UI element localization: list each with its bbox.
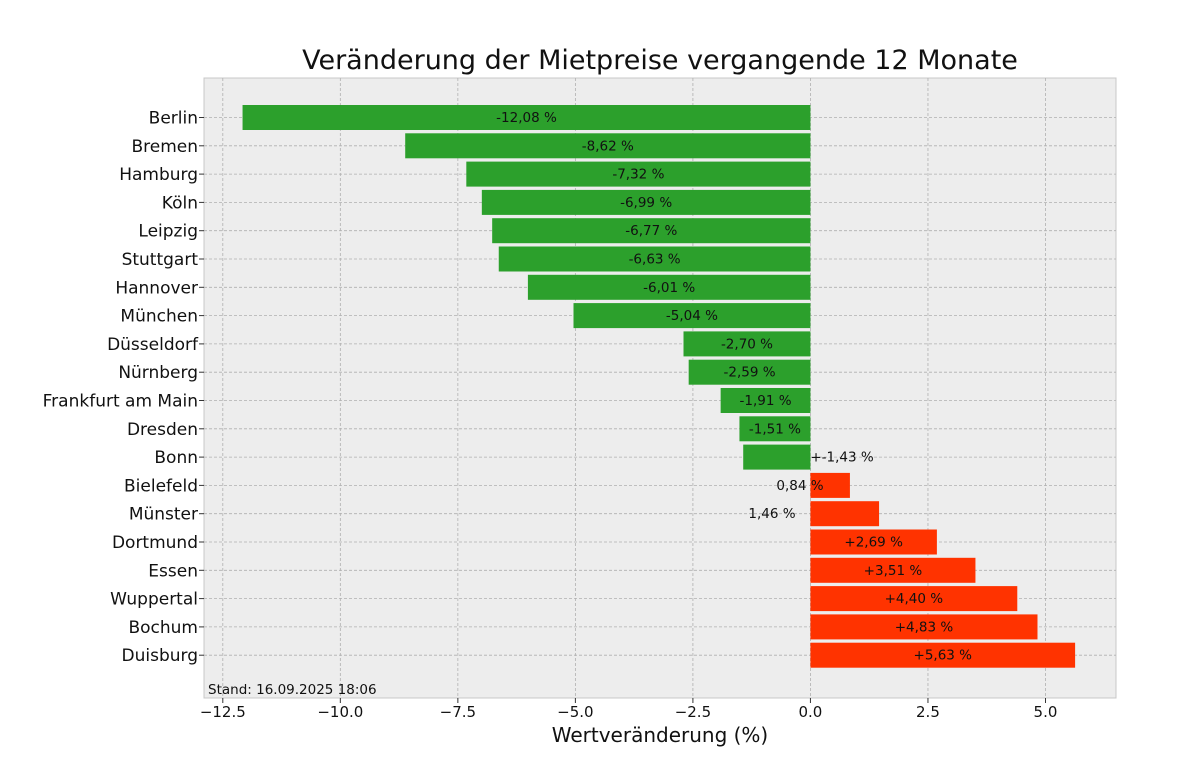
- bar: [498, 246, 811, 272]
- data-label: -1,51 %: [749, 421, 801, 437]
- data-label: 0,84 %: [776, 478, 823, 494]
- y-category-label: Dresden: [127, 420, 198, 440]
- data-label: -8,62 %: [582, 138, 634, 154]
- x-tick-label: 0.0: [799, 703, 823, 721]
- data-label: -5,04 %: [666, 308, 718, 324]
- y-category-label: München: [120, 307, 198, 327]
- data-label: +-1,43 %: [810, 450, 874, 466]
- data-label: -12,08 %: [496, 110, 557, 126]
- x-axis-ticks: −12.5 −10.0 −7.5 −5.0 −2.5 0.0 2.5 5.0: [200, 698, 1058, 721]
- data-label: +4,83 %: [895, 619, 954, 635]
- data-label: -6,01 %: [643, 280, 695, 296]
- bar: [688, 359, 811, 385]
- y-category-label: Köln: [162, 193, 198, 213]
- bar: [527, 274, 811, 300]
- bar: [739, 416, 811, 442]
- y-category-label: Dortmund: [112, 533, 198, 553]
- bar: [720, 388, 811, 413]
- bar: [810, 642, 1076, 668]
- data-label: -2,70 %: [721, 336, 773, 352]
- bar: [492, 218, 811, 244]
- y-category-label: Nürnberg: [118, 363, 198, 383]
- data-label: +2,69 %: [844, 535, 903, 551]
- bar: [810, 529, 937, 555]
- bar: [810, 614, 1038, 640]
- bars: [242, 105, 1076, 668]
- y-category-label: Essen: [148, 561, 198, 581]
- y-category-label: Leipzig: [138, 222, 198, 242]
- x-tick-label: −2.5: [675, 703, 711, 721]
- timestamp-footnote: Stand: 16.09.2025 18:06: [208, 682, 377, 698]
- x-tick-label: −7.5: [440, 703, 476, 721]
- x-tick-label: −12.5: [200, 703, 246, 721]
- data-label: +4,40 %: [885, 591, 944, 607]
- bar: [810, 501, 880, 527]
- bar: [573, 303, 811, 329]
- y-category-label: Bonn: [154, 448, 198, 468]
- x-tick-label: 5.0: [1034, 703, 1058, 721]
- data-label: -2,59 %: [724, 365, 776, 381]
- x-tick-label: 2.5: [916, 703, 940, 721]
- y-category-label: Hannover: [115, 278, 198, 298]
- bar: [466, 161, 811, 187]
- bar: [810, 586, 1018, 612]
- bar: [405, 133, 811, 159]
- x-tick-label: −5.0: [557, 703, 593, 721]
- y-category-label: Duisburg: [122, 646, 199, 666]
- data-label: +3,51 %: [864, 563, 923, 579]
- y-category-label: Hamburg: [119, 165, 198, 185]
- y-category-label: Stuttgart: [122, 250, 199, 270]
- data-labels: -12,08 % -8,62 % -7,32 % -6,99 % -6,77 % -6,6…: [496, 110, 972, 664]
- chart-title: Veränderung der Mietpreise vergangende 1…: [302, 45, 1018, 76]
- y-category-label: Berlin: [149, 109, 198, 129]
- y-category-label: Bochum: [128, 618, 198, 638]
- bar: [810, 472, 850, 498]
- data-label: -6,77 %: [625, 223, 677, 239]
- data-label: 1,46 %: [748, 506, 795, 522]
- y-category-label: Wuppertal: [110, 590, 198, 610]
- data-label: -6,63 %: [629, 252, 681, 268]
- y-category-label: Bremen: [131, 137, 198, 157]
- y-category-label: Münster: [129, 505, 198, 525]
- y-category-label: Frankfurt am Main: [43, 392, 198, 412]
- data-label: +5,63 %: [914, 648, 973, 664]
- y-category-label: Bielefeld: [124, 476, 198, 496]
- x-axis-label: Wertveränderung (%): [552, 723, 769, 747]
- data-label: -6,99 %: [620, 195, 672, 211]
- bar: [683, 331, 811, 357]
- bar: [481, 189, 811, 215]
- bar: [810, 557, 976, 583]
- bar: [743, 444, 811, 470]
- y-axis-labels: Berlin Bremen Hamburg Köln Leipzig Stuttgart H…: [43, 109, 204, 666]
- data-label: -7,32 %: [612, 167, 664, 183]
- y-category-label: Düsseldorf: [107, 335, 199, 355]
- data-label: -1,91 %: [740, 393, 792, 409]
- x-tick-label: −10.0: [317, 703, 363, 721]
- bar: [242, 105, 811, 130]
